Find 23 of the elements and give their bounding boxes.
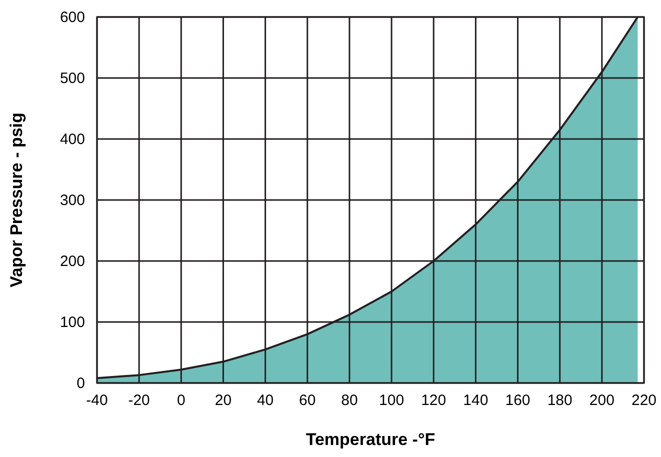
x-tick-label: 180: [547, 392, 572, 409]
y-tick-label: 100: [60, 314, 85, 331]
y-axis-title: Vapor Pressure - psig: [7, 112, 26, 288]
x-tick-label: 100: [379, 392, 404, 409]
y-tick-label: 600: [60, 9, 85, 26]
x-tick-label: -40: [86, 392, 108, 409]
x-tick-label: 200: [589, 392, 614, 409]
x-tick-label: 160: [505, 392, 530, 409]
x-tick-label: 220: [631, 392, 657, 409]
x-tick-label: 20: [214, 392, 232, 409]
x-tick-label: 140: [463, 392, 488, 409]
x-tick-label: 60: [299, 392, 316, 409]
x-tick-label: 120: [421, 392, 446, 409]
y-tick-label: 200: [60, 253, 85, 270]
x-tick-label: 0: [176, 392, 186, 409]
y-tick-label: 400: [60, 131, 85, 148]
y-tick-label: 500: [60, 70, 85, 87]
x-tick-label: 80: [341, 392, 358, 409]
x-tick-label: -20: [128, 392, 150, 409]
y-tick-label: 300: [60, 192, 85, 209]
y-tick-label: 0: [76, 375, 85, 392]
x-axis-title: Temperature -°F: [306, 430, 436, 449]
x-tick-label: 40: [256, 392, 274, 409]
